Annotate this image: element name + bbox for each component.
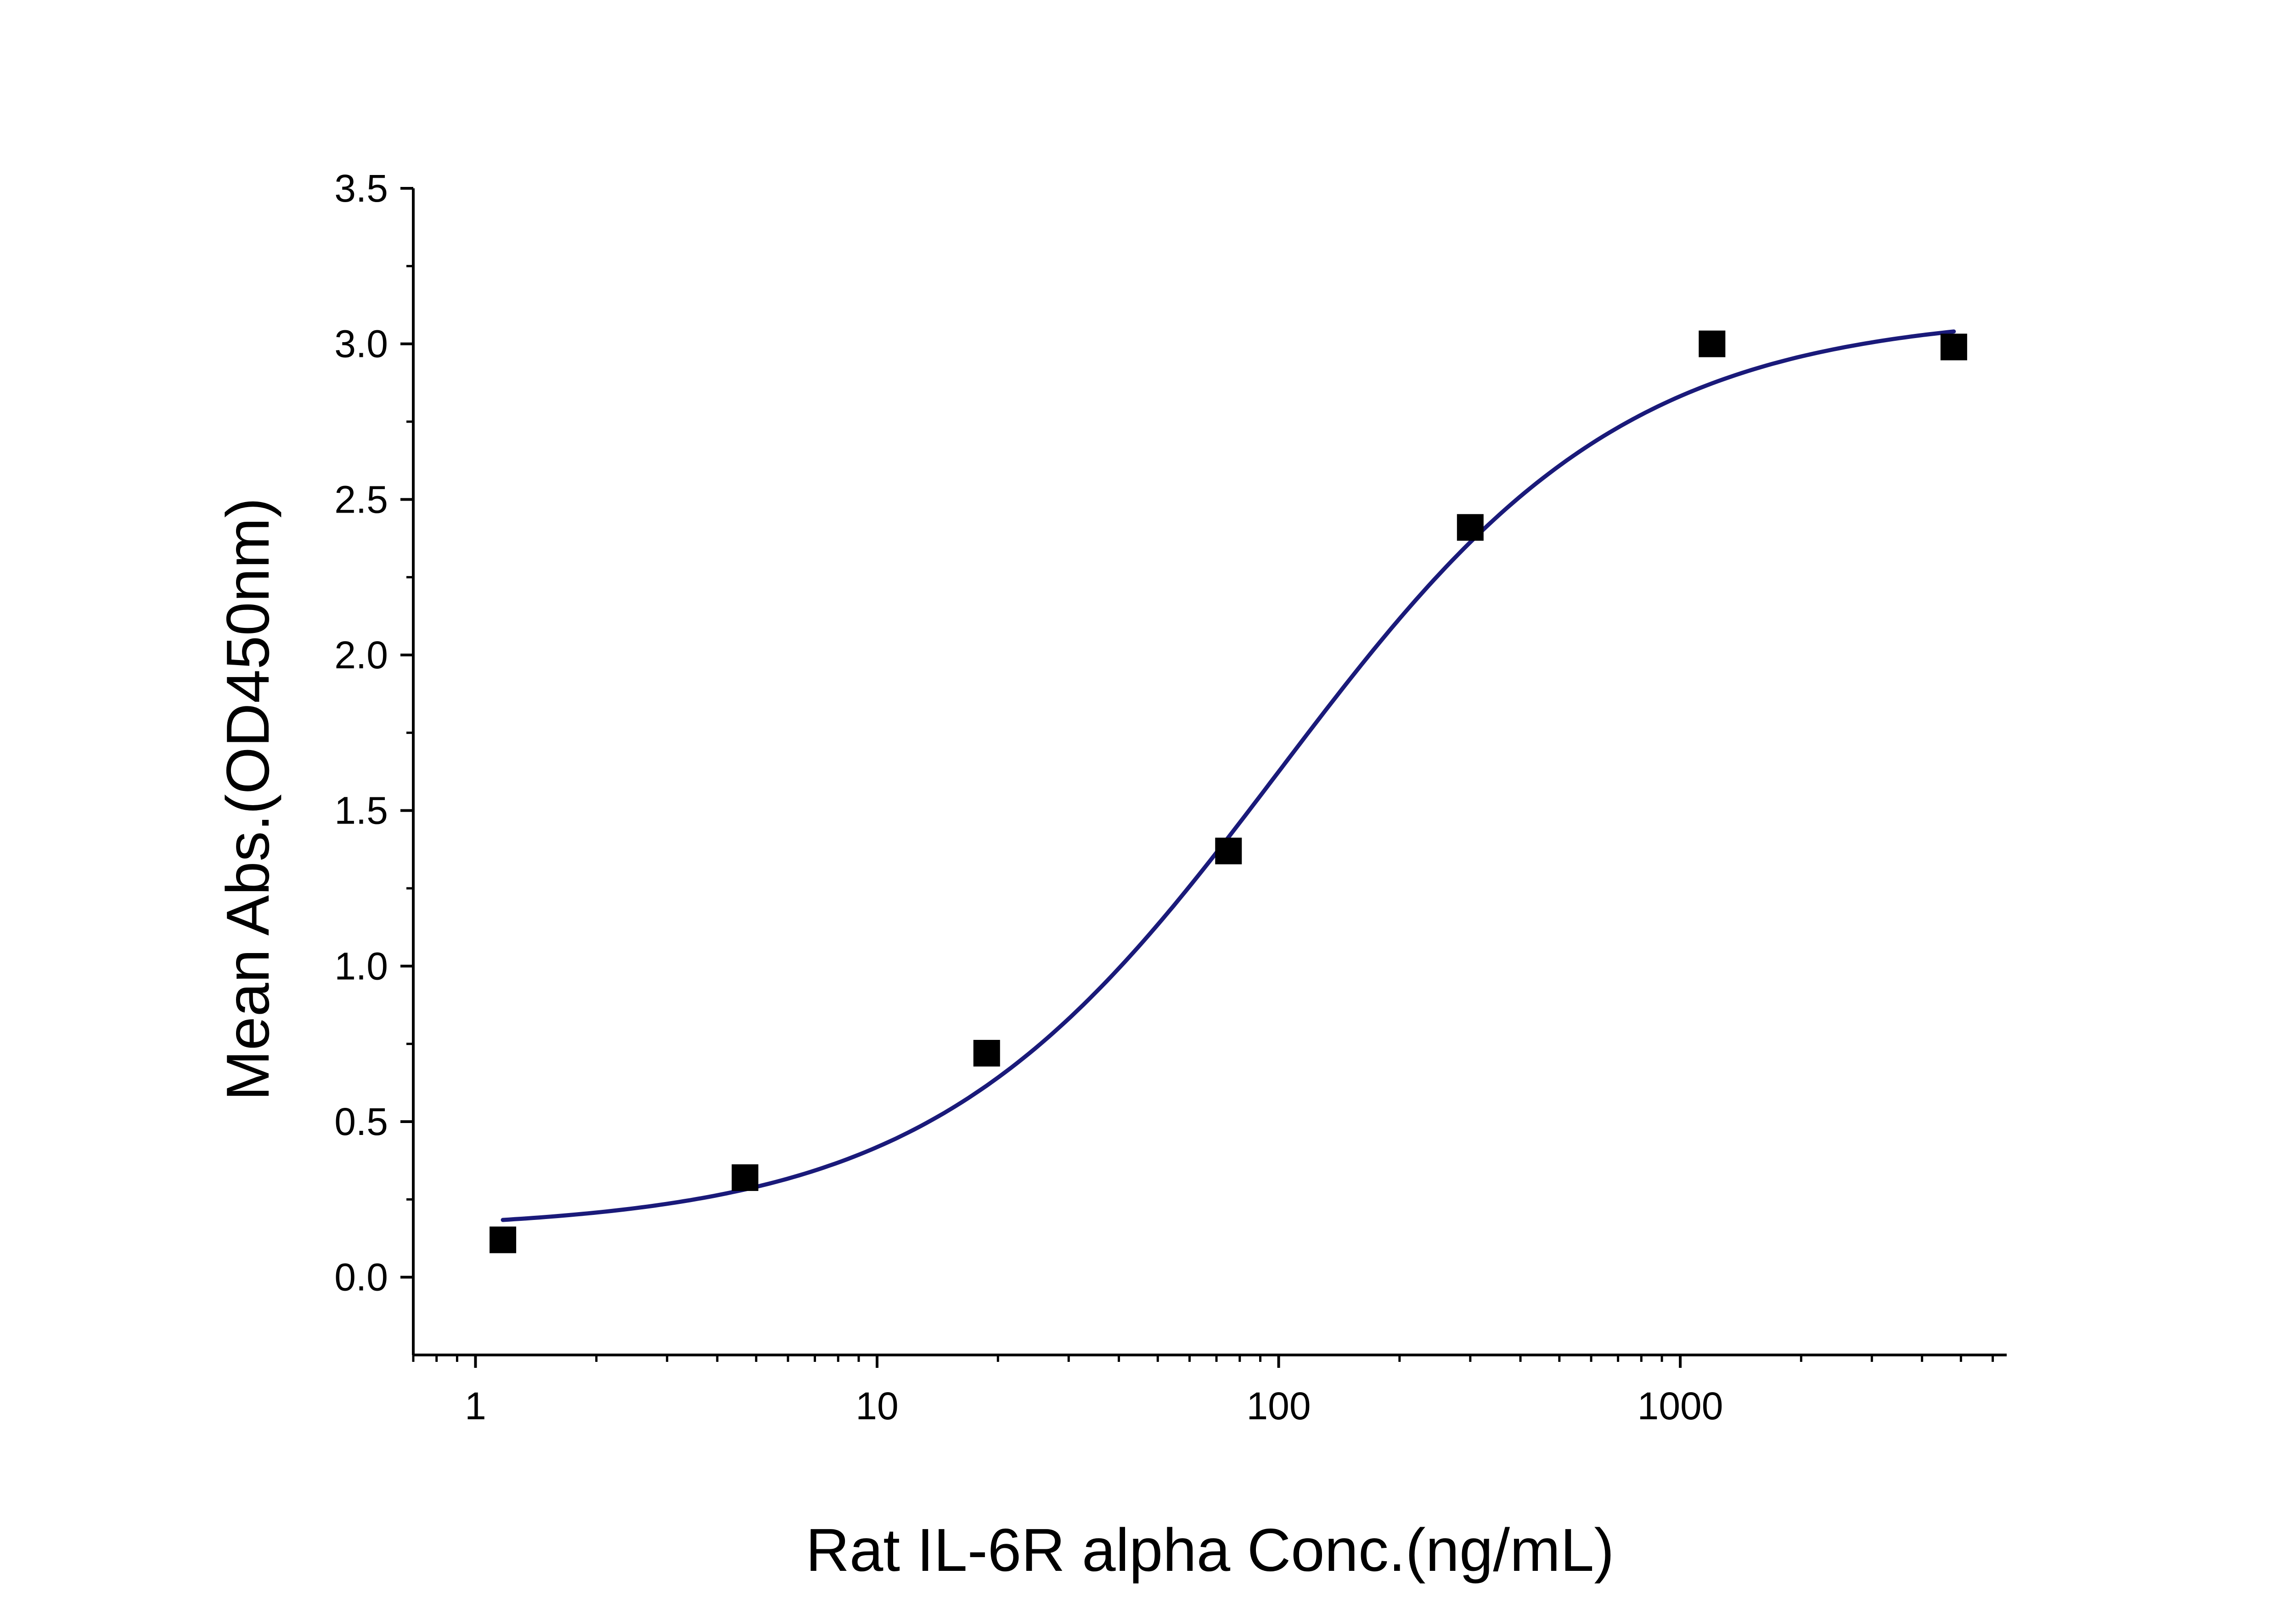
x-ticks: 1 10 100 1000 [412,1355,1994,1428]
data-points [490,330,1967,1253]
data-point [1215,837,1242,864]
fit-curve [501,329,1956,1222]
y-tick-label: 0.5 [334,1100,388,1143]
y-ticks: 0.0 0.5 1.0 1.5 2.0 2.5 3.0 3.5 [334,167,413,1299]
y-tick-label: 1.0 [334,944,388,988]
data-point [732,1164,759,1191]
x-axis-title: Rat IL-6R alpha Conc.(ng/mL) [806,1516,1615,1584]
data-point [973,1039,1000,1067]
y-tick-label: 1.5 [334,789,388,832]
data-point [490,1226,517,1253]
y-tick-label: 2.0 [334,633,388,677]
data-point [1699,330,1726,357]
y-tick-label: 2.5 [334,478,388,521]
x-tick-label: 10 [855,1384,898,1428]
y-tick-label: 0.0 [334,1256,388,1299]
x-tick-label: 100 [1246,1384,1311,1428]
y-tick-label: 3.5 [334,167,388,210]
fit-curve-layer [501,329,1956,1222]
data-point [1457,514,1484,541]
x-tick-label: 1000 [1638,1384,1723,1428]
data-point [1940,333,1967,361]
x-tick-label: 1 [465,1384,486,1428]
y-tick-label: 3.0 [334,322,388,366]
y-axis-title: Mean Abs.(OD450nm) [214,497,281,1101]
axes [412,188,2007,1356]
